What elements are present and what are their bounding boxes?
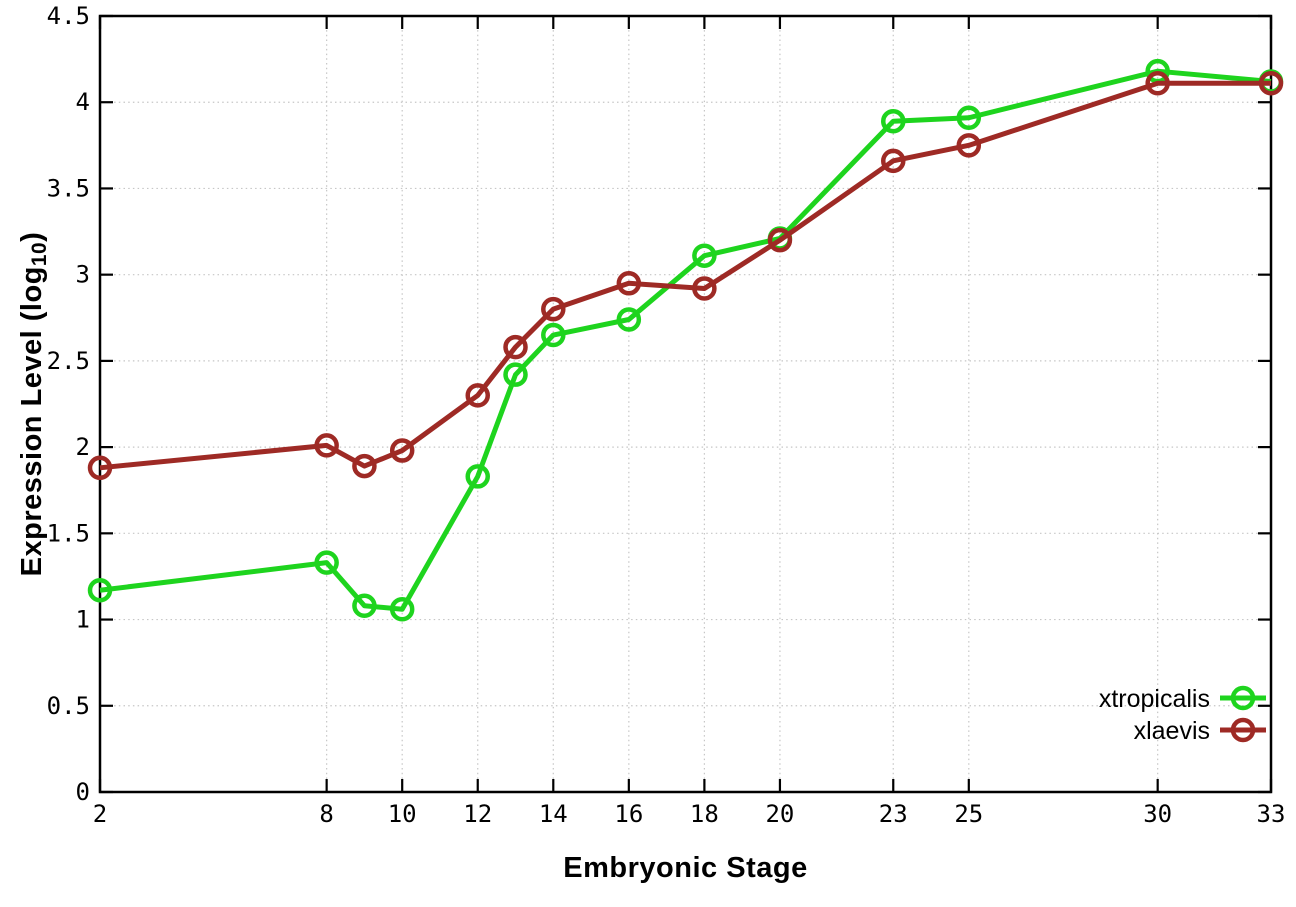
legend-item-xlaevis: xlaevis (1134, 717, 1266, 745)
y-tick-label: 2 (76, 433, 90, 461)
data-point-marker (767, 227, 793, 253)
y-tick-label: 4.5 (47, 2, 90, 30)
x-axis-title: Embryonic Stage (563, 852, 808, 884)
plot-border (98, 14, 1273, 794)
data-point-marker (616, 271, 642, 296)
x-tick-label: 18 (690, 800, 719, 828)
data-point-marker (692, 243, 717, 268)
data-point-marker (352, 593, 377, 619)
data-point-marker (881, 148, 906, 174)
y-axis-title-main: Expression Level (log (15, 266, 48, 577)
y-tick-label: 4 (76, 88, 90, 116)
data-point-marker (692, 276, 717, 301)
y-axis-title-subscript: 10 (28, 241, 52, 267)
data-point-marker (1258, 71, 1284, 96)
x-tick-label: 33 (1257, 800, 1286, 828)
x-tick-label: 25 (954, 800, 983, 828)
data-point-marker (465, 464, 490, 489)
y-tick-label: 3 (76, 261, 90, 289)
y-axis-title-end: ) (15, 231, 48, 242)
axis-ticks (98, 14, 1273, 794)
series-xlaevis (87, 71, 1284, 481)
y-tick-labels: 0 0.5 1 1.5 2 2.5 3 3.5 4 4.5 (47, 2, 90, 806)
x-tick-label: 20 (765, 800, 794, 828)
legend-item-xtropicalis: xtropicalis (1099, 685, 1266, 713)
gridlines (99, 15, 1272, 793)
data-point-marker (956, 133, 982, 158)
x-tick-label: 16 (614, 800, 643, 828)
legend-label: xtropicalis (1099, 685, 1210, 713)
series-xtropicalis (87, 58, 1284, 622)
x-tick-label: 2 (93, 800, 107, 828)
x-tick-label: 23 (879, 800, 908, 828)
data-point-marker (314, 550, 339, 575)
y-tick-label: 0.5 (47, 692, 90, 720)
data-point-marker (389, 438, 415, 463)
data-point-marker (87, 577, 113, 603)
x-tick-label: 10 (388, 800, 417, 828)
x-tick-label: 12 (463, 800, 492, 828)
x-tick-label: 14 (539, 800, 568, 828)
series-line (99, 80, 1271, 471)
data-point-marker (503, 362, 528, 387)
data-point-marker (1145, 71, 1170, 96)
data-point-marker (389, 596, 415, 622)
legend-label: xlaevis (1134, 717, 1210, 745)
legend-sample-marker (1230, 717, 1256, 743)
data-point-marker (881, 108, 906, 134)
data-point-marker (465, 383, 490, 408)
data-point-marker (503, 334, 528, 360)
x-tick-label: 30 (1143, 800, 1172, 828)
data-point-marker (541, 296, 566, 322)
data-point-marker (314, 433, 339, 458)
data-point-marker (87, 455, 113, 481)
legend: xtropicalis xlaevis (1099, 685, 1266, 745)
legend-sample-marker (1230, 685, 1256, 711)
y-tick-label: 2.5 (47, 347, 90, 375)
y-tick-label: 3.5 (47, 174, 90, 202)
x-tick-label: 8 (319, 800, 333, 828)
y-tick-label: 1.5 (47, 519, 90, 547)
y-tick-label: 0 (76, 778, 90, 806)
x-tick-labels: 2 8 10 12 14 16 18 20 23 25 30 33 (93, 800, 1286, 828)
data-point-marker (616, 307, 642, 332)
series-line (99, 68, 1272, 612)
data-point-marker (352, 453, 377, 479)
y-tick-label: 1 (76, 606, 90, 634)
y-axis-title: Expression Level (log10) (16, 232, 52, 577)
data-point-marker (956, 105, 982, 130)
data-point-marker (541, 322, 566, 348)
